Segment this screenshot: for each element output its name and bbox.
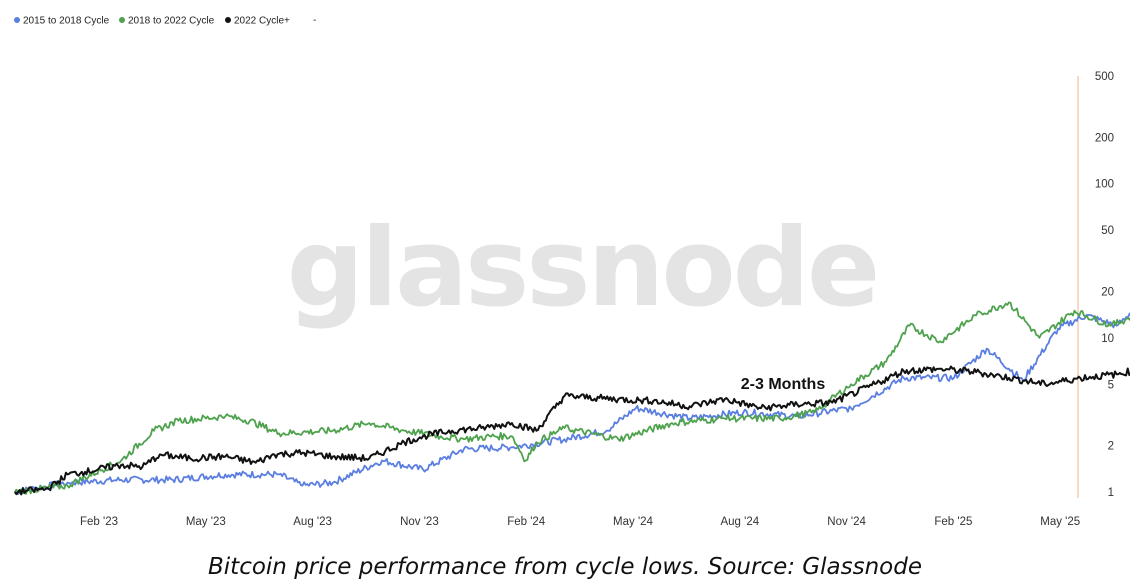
y-tick-label: 200 (1095, 132, 1114, 144)
x-tick-label: Feb '25 (934, 516, 972, 528)
y-tick-label: 2 (1108, 441, 1114, 453)
legend: 2015 to 2018 Cycle 2018 to 2022 Cycle 2022… (14, 15, 316, 27)
x-tick-label: Feb '24 (507, 516, 546, 528)
legend-marker (119, 17, 125, 23)
y-tick-label: 1 (1108, 487, 1114, 499)
legend-item-label: 2022 Cycle+ (234, 16, 290, 27)
series-line-2015-to-2018-cycle (14, 312, 1130, 495)
y-tick-label: 10 (1101, 333, 1114, 345)
x-tick-label: Aug '23 (293, 516, 332, 528)
legend-marker (225, 17, 231, 23)
y-tick-label: 20 (1101, 286, 1114, 298)
x-tick-label: Nov '23 (400, 516, 439, 528)
x-tick-label: Feb '23 (80, 516, 118, 528)
y-tick-label: 5 (1108, 379, 1114, 391)
chart-caption: Bitcoin price performance from cycle low… (208, 554, 922, 580)
x-tick-label: Aug '24 (720, 516, 759, 528)
series-line-2022-cycle (14, 365, 1130, 496)
y-tick-label: 500 (1095, 71, 1114, 83)
series-line-2018-to-2022-cycle (14, 301, 1130, 495)
legend-extra: - (313, 15, 316, 26)
cycle-performance-chart: glassnode2018-22 ATH2015-18 ATH125102050… (14, 15, 1130, 528)
months-annotation: 2-3 Months (741, 376, 826, 393)
y-tick-label: 50 (1101, 225, 1114, 237)
x-tick-label: Nov '24 (827, 516, 866, 528)
legend-item-label: 2015 to 2018 Cycle (23, 16, 110, 27)
legend-marker (14, 17, 20, 23)
x-tick-label: May '23 (186, 516, 226, 528)
y-tick-label: 100 (1095, 179, 1114, 191)
watermark-text: glassnode (287, 206, 877, 331)
x-tick-label: May '24 (613, 516, 654, 528)
chart-area: glassnode2018-22 ATH2015-18 ATH125102050… (14, 15, 1130, 528)
x-tick-label: May '25 (1040, 516, 1080, 528)
legend-item-label: 2018 to 2022 Cycle (128, 16, 215, 27)
